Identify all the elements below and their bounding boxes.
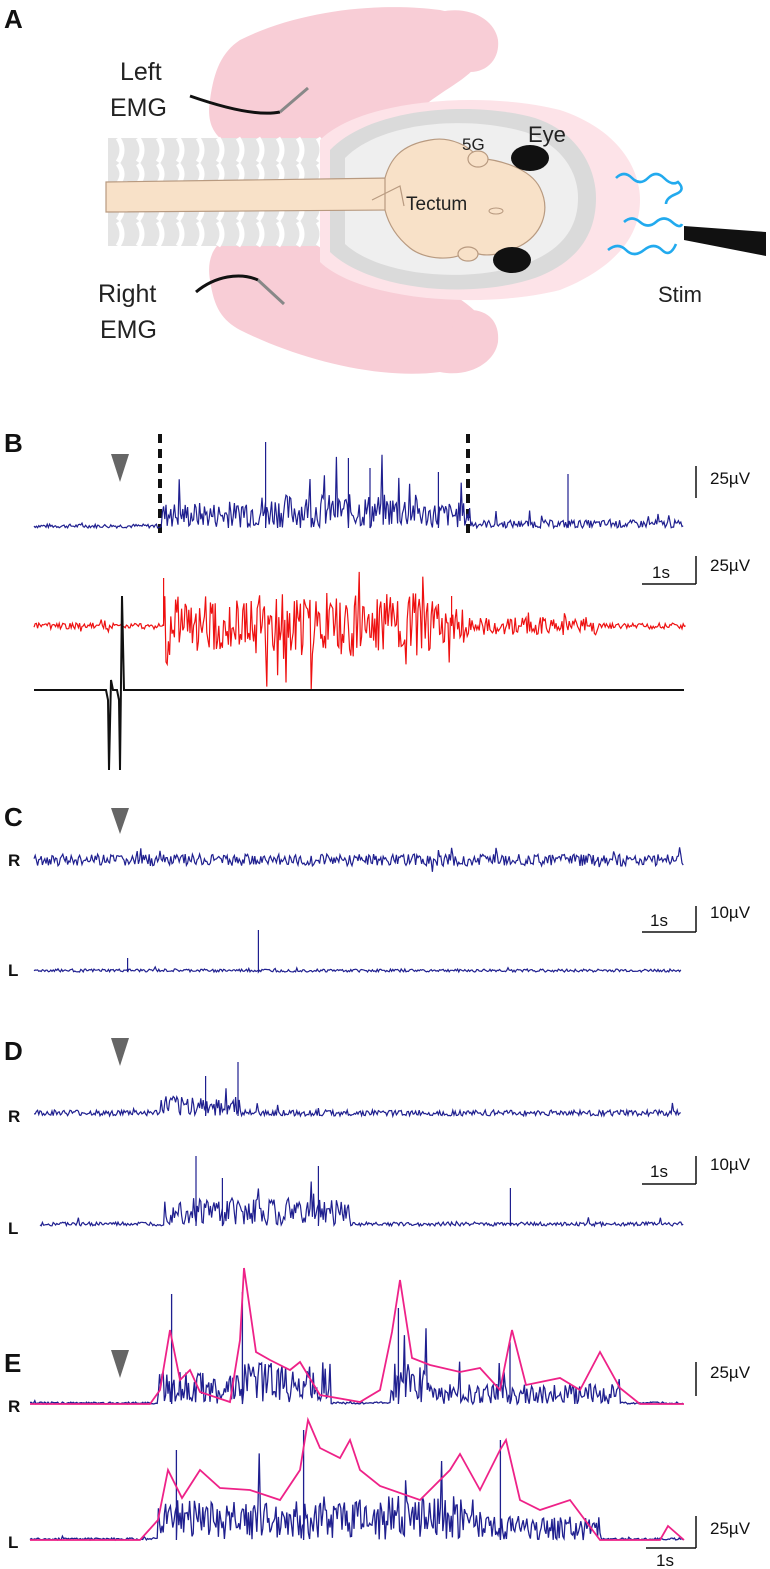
panel-letter-a: A (4, 4, 23, 34)
stim-trace-b-black (34, 595, 684, 771)
emg-trace-e-left (29, 1430, 684, 1542)
label-e-l: L (8, 1533, 18, 1552)
scale-label-c-time: 1s (650, 911, 668, 930)
label-d-l: L (8, 1219, 18, 1238)
spinal-cord (105, 177, 391, 213)
label-right-emg-1: Right (98, 280, 156, 308)
scale-label-b-time: 1s (652, 563, 670, 582)
right-fin-tip (440, 310, 499, 374)
right-fin (209, 230, 487, 374)
scale-label-e-bottom: 25µV (710, 1519, 751, 1538)
panel-a: A (4, 4, 766, 374)
panel-b: B 25µV 1s 25µV (4, 428, 751, 771)
emg-trace-b-red (33, 571, 686, 690)
stim-probe-icon (684, 226, 766, 256)
tectum-mark (488, 207, 504, 215)
stimulus-arrowhead-c (111, 808, 129, 834)
emg-trace-c-left (33, 930, 682, 974)
label-d-r: R (8, 1107, 20, 1126)
label-tectum: Tectum (406, 194, 467, 215)
scale-label-d-amp: 10µV (710, 1155, 751, 1174)
scale-label-c-amp: 10µV (710, 903, 751, 922)
emg-trace-b-top (33, 442, 684, 530)
scale-label-d-time: 1s (650, 1162, 668, 1181)
emg-trace-d-left (39, 1156, 684, 1228)
eye-bottom (493, 247, 531, 273)
envelope-trace-e-right (30, 1267, 684, 1405)
label-right-emg-2: EMG (100, 316, 157, 344)
ganglion-5g (467, 150, 489, 168)
scale-label-b-mid: 25µV (710, 556, 751, 575)
label-5g: 5G (462, 135, 485, 154)
left-emg-electrode (279, 86, 309, 114)
stimulus-arrowhead-b (111, 454, 129, 482)
stimulus-arrowhead-d (111, 1038, 129, 1066)
panel-letter-b: B (4, 428, 23, 458)
label-left-emg-1: Left (120, 58, 162, 86)
label-eye: Eye (528, 122, 566, 147)
right-emg-wire (195, 274, 259, 294)
tectum-notch (371, 185, 405, 207)
envelope-trace-e-left (30, 1416, 685, 1541)
emg-trace-e-right (29, 1292, 684, 1406)
left-emg-wire (189, 94, 281, 115)
brain (384, 138, 546, 259)
panel-letter-d: D (4, 1036, 23, 1066)
scale-label-e-top: 25µV (710, 1363, 751, 1382)
ganglion-5g-lower (457, 246, 479, 262)
panel-d: D R L 1s 10µV (4, 1036, 751, 1238)
label-left-emg-2: EMG (110, 94, 167, 122)
left-fin (209, 7, 485, 151)
scale-label-b-top: 25µV (710, 469, 751, 488)
panel-e: E R L 25µV 25µV 1s (4, 1267, 751, 1569)
panel-letter-e: E (4, 1348, 21, 1378)
label-c-l: L (8, 961, 18, 980)
label-e-r: R (8, 1397, 20, 1416)
scale-label-e-time: 1s (656, 1551, 674, 1569)
emg-trace-d-right (34, 1062, 681, 1119)
panel-c: C R L 1s 10µV (4, 802, 751, 980)
right-emg-electrode (256, 278, 286, 306)
stimulus-arrowhead-e (111, 1350, 129, 1378)
label-c-r: R (8, 851, 20, 870)
left-fin-tip (440, 10, 499, 72)
eye-top (511, 145, 549, 171)
emg-trace-c-right (33, 847, 684, 872)
label-stim: Stim (658, 282, 702, 307)
stim-waves (607, 172, 684, 256)
panel-letter-c: C (4, 802, 23, 832)
